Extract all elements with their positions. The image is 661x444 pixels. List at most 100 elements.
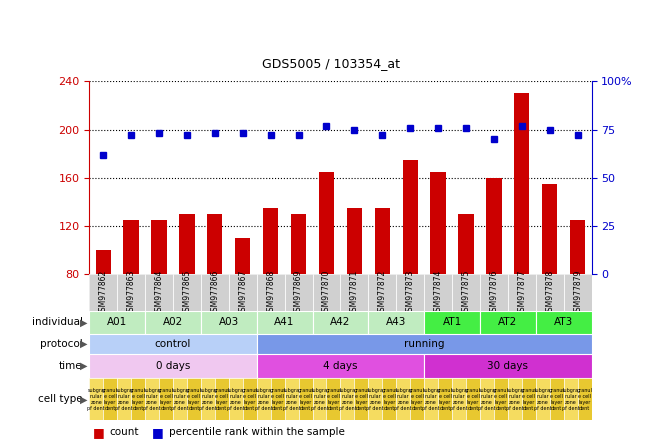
Text: subgra
nular
zone
pf dent: subgra nular zone pf dent bbox=[562, 388, 580, 411]
Text: GSM977865: GSM977865 bbox=[182, 270, 192, 316]
Text: subgra
nular
zone
pf dent: subgra nular zone pf dent bbox=[143, 388, 161, 411]
Text: granul
e cell
layer
dent: granul e cell layer dent bbox=[158, 388, 174, 411]
Bar bbox=[564, 378, 578, 420]
Bar bbox=[494, 378, 508, 420]
Text: GSM977867: GSM977867 bbox=[238, 270, 247, 316]
Bar bbox=[145, 311, 201, 334]
Text: subgra
nular
zone
pf dent: subgra nular zone pf dent bbox=[366, 388, 384, 411]
Text: subgra
nular
zone
pf dent: subgra nular zone pf dent bbox=[534, 388, 551, 411]
Text: time: time bbox=[59, 361, 83, 371]
Text: GSM977877: GSM977877 bbox=[518, 270, 526, 316]
Bar bbox=[89, 378, 103, 420]
Bar bbox=[131, 378, 145, 420]
Bar bbox=[235, 238, 251, 274]
Bar bbox=[486, 178, 502, 274]
Bar bbox=[452, 378, 466, 420]
Bar bbox=[466, 378, 480, 420]
Bar bbox=[354, 378, 368, 420]
Text: A03: A03 bbox=[219, 317, 239, 327]
Text: A01: A01 bbox=[107, 317, 128, 327]
Text: granul
e cell
layer
dent: granul e cell layer dent bbox=[437, 388, 453, 411]
Text: GSM977875: GSM977875 bbox=[461, 270, 471, 316]
Bar bbox=[256, 334, 592, 354]
Text: ▶: ▶ bbox=[81, 339, 88, 349]
Text: GDS5005 / 103354_at: GDS5005 / 103354_at bbox=[262, 57, 399, 70]
Text: subgra
nular
zone
pf dent: subgra nular zone pf dent bbox=[115, 388, 133, 411]
Bar bbox=[424, 354, 592, 378]
Text: subgra
nular
zone
pf dent: subgra nular zone pf dent bbox=[478, 388, 496, 411]
Text: ▶: ▶ bbox=[81, 361, 88, 371]
Bar bbox=[89, 311, 145, 334]
Bar bbox=[340, 274, 368, 311]
Bar bbox=[452, 274, 480, 311]
Text: granul
e cell
layer
dent: granul e cell layer dent bbox=[214, 388, 230, 411]
Text: subgra
nular
zone
pf dent: subgra nular zone pf dent bbox=[227, 388, 245, 411]
Text: subgra
nular
zone
pf dent: subgra nular zone pf dent bbox=[255, 388, 272, 411]
Bar bbox=[508, 274, 536, 311]
Bar bbox=[424, 311, 480, 334]
Bar bbox=[424, 378, 438, 420]
Bar bbox=[89, 334, 256, 354]
Text: count: count bbox=[109, 427, 139, 437]
Bar bbox=[438, 378, 452, 420]
Text: AT3: AT3 bbox=[554, 317, 573, 327]
Text: granul
e cell
layer
dent: granul e cell layer dent bbox=[409, 388, 425, 411]
Bar bbox=[480, 274, 508, 311]
Text: subgra
nular
zone
pf dent: subgra nular zone pf dent bbox=[171, 388, 189, 411]
Bar bbox=[243, 378, 256, 420]
Bar bbox=[542, 184, 557, 274]
Bar bbox=[95, 250, 111, 274]
Bar bbox=[536, 311, 592, 334]
Text: A02: A02 bbox=[163, 317, 183, 327]
Text: granul
e cell
layer
dent: granul e cell layer dent bbox=[130, 388, 146, 411]
Bar bbox=[215, 378, 229, 420]
Text: subgra
nular
zone
pf dent: subgra nular zone pf dent bbox=[422, 388, 440, 411]
Bar bbox=[201, 311, 256, 334]
Text: 4 days: 4 days bbox=[323, 361, 358, 371]
Text: A41: A41 bbox=[274, 317, 295, 327]
Text: subgra
nular
zone
pf dent: subgra nular zone pf dent bbox=[506, 388, 524, 411]
Bar bbox=[89, 274, 117, 311]
Bar bbox=[145, 274, 173, 311]
Bar bbox=[313, 311, 368, 334]
Text: granul
e cell
layer
dent: granul e cell layer dent bbox=[576, 388, 592, 411]
Text: granul
e cell
layer
dent: granul e cell layer dent bbox=[325, 388, 341, 411]
Bar bbox=[151, 220, 167, 274]
Text: A42: A42 bbox=[330, 317, 350, 327]
Text: subgra
nular
zone
pf dent: subgra nular zone pf dent bbox=[283, 388, 300, 411]
Text: AT2: AT2 bbox=[498, 317, 518, 327]
Text: granul
e cell
layer
dent: granul e cell layer dent bbox=[186, 388, 202, 411]
Text: ■: ■ bbox=[93, 426, 104, 439]
Bar bbox=[578, 378, 592, 420]
Bar bbox=[368, 311, 424, 334]
Bar bbox=[480, 311, 536, 334]
Text: subgra
nular
zone
pf dent: subgra nular zone pf dent bbox=[311, 388, 329, 411]
Bar bbox=[536, 378, 550, 420]
Bar bbox=[173, 274, 201, 311]
Bar bbox=[263, 208, 278, 274]
Text: percentile rank within the sample: percentile rank within the sample bbox=[169, 427, 344, 437]
Bar bbox=[270, 378, 285, 420]
Text: granul
e cell
layer
dent: granul e cell layer dent bbox=[493, 388, 509, 411]
Text: protocol: protocol bbox=[40, 339, 83, 349]
Text: GSM977872: GSM977872 bbox=[378, 270, 387, 316]
Bar bbox=[396, 378, 410, 420]
Bar bbox=[207, 214, 223, 274]
Text: GSM977874: GSM977874 bbox=[434, 270, 443, 316]
Bar bbox=[458, 214, 474, 274]
Text: cell type: cell type bbox=[38, 394, 83, 404]
Bar bbox=[368, 274, 396, 311]
Bar bbox=[313, 378, 327, 420]
Text: control: control bbox=[155, 339, 191, 349]
Text: GSM977869: GSM977869 bbox=[294, 270, 303, 316]
Text: ▶: ▶ bbox=[81, 394, 88, 404]
Bar bbox=[256, 274, 285, 311]
Text: individual: individual bbox=[32, 317, 83, 327]
Bar bbox=[256, 354, 424, 378]
Bar bbox=[285, 378, 299, 420]
Bar bbox=[256, 311, 313, 334]
Bar bbox=[124, 220, 139, 274]
Bar bbox=[159, 378, 173, 420]
Bar bbox=[285, 274, 313, 311]
Bar bbox=[327, 378, 340, 420]
